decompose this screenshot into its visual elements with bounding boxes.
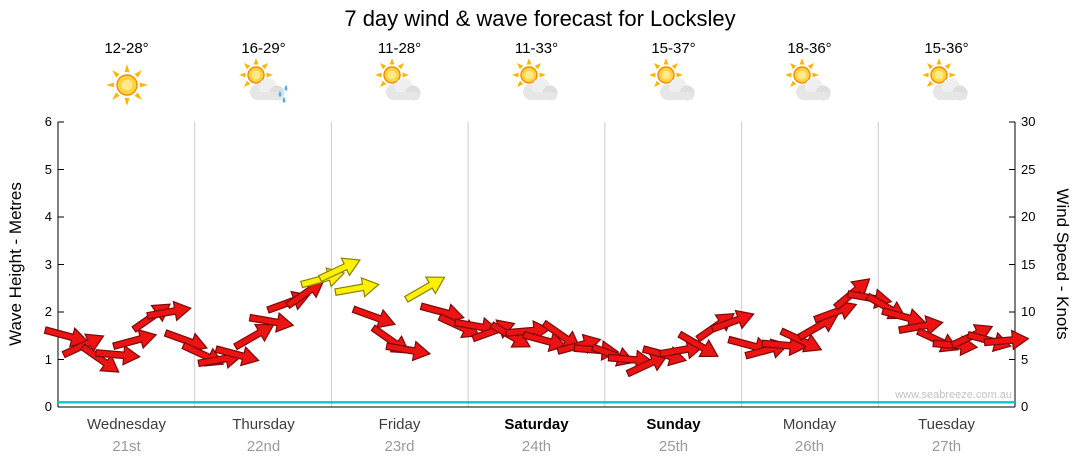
day-column-header: 11-33° bbox=[468, 40, 605, 111]
sun-cloud-icon bbox=[511, 59, 557, 101]
right-axis-tick: 15 bbox=[1021, 257, 1036, 272]
day-column-header: 18-36° bbox=[741, 40, 878, 111]
cloud-icon bbox=[249, 78, 284, 101]
day-temp: 15-36° bbox=[924, 40, 969, 57]
wind-arrow bbox=[233, 323, 275, 351]
wind-arrow bbox=[94, 344, 141, 366]
wind-arrow bbox=[898, 314, 944, 336]
day-column-footer: Sunday 25th bbox=[605, 416, 742, 455]
day-name: Friday bbox=[378, 416, 421, 433]
day-date: 26th bbox=[794, 438, 825, 455]
left-axis-tick: 4 bbox=[44, 209, 52, 224]
left-axis-tick: 1 bbox=[44, 352, 52, 367]
wind-arrow bbox=[744, 338, 790, 360]
day-column-footer: Friday 23rd bbox=[331, 416, 468, 455]
page-title: 7 day wind & wave forecast for Locksley bbox=[344, 6, 736, 31]
wind-speed-axis-label: Wind Speed - Knots bbox=[1053, 188, 1072, 340]
sun-cloud-icon bbox=[374, 59, 420, 101]
weather-icon-slot bbox=[741, 59, 878, 111]
day-temp: 15-37° bbox=[651, 40, 696, 57]
day-name: Tuesday bbox=[918, 416, 975, 433]
day-date: 24th bbox=[521, 438, 552, 455]
left-axis-tick: 3 bbox=[44, 257, 52, 272]
wind-arrow bbox=[334, 276, 380, 298]
day-column-header: 15-37° bbox=[605, 40, 742, 111]
cloud-icon bbox=[659, 78, 694, 101]
right-axis-tick: 20 bbox=[1021, 209, 1036, 224]
weather-icon-slot bbox=[605, 59, 742, 111]
sun-cloud-icon bbox=[648, 59, 694, 101]
day-date: 22nd bbox=[246, 438, 281, 455]
wind-arrow bbox=[677, 330, 719, 358]
cloud-icon bbox=[795, 78, 830, 101]
day-name: Wednesday bbox=[87, 416, 166, 433]
day-column-footer: Saturday 24th bbox=[468, 416, 605, 455]
weather-icon-slot bbox=[468, 59, 605, 111]
watermark: www.seabreeze.com.au bbox=[895, 389, 1012, 401]
day-date: 23rd bbox=[384, 438, 415, 455]
day-column-footer: Monday 26th bbox=[741, 416, 878, 455]
day-column-footer: Wednesday 21st bbox=[58, 416, 195, 455]
wind-arrow bbox=[351, 305, 396, 329]
day-column-footer: Tuesday 27th bbox=[878, 416, 1015, 455]
day-column-header: 15-36° bbox=[878, 40, 1015, 111]
day-name: Saturday bbox=[504, 416, 569, 433]
day-date: 25th bbox=[658, 438, 689, 455]
day-date: 27th bbox=[931, 438, 962, 455]
weather-icon-slot bbox=[331, 59, 468, 111]
day-name: Monday bbox=[782, 416, 837, 433]
sun-icon bbox=[105, 64, 148, 106]
left-axis-tick: 2 bbox=[44, 304, 52, 319]
day-temp: 16-29° bbox=[241, 40, 286, 57]
day-temp: 18-36° bbox=[787, 40, 832, 57]
day-column-header: 12-28° bbox=[58, 40, 195, 111]
left-axis-tick: 6 bbox=[44, 114, 52, 129]
weather-icon-slot bbox=[878, 59, 1015, 111]
day-temp: 11-33° bbox=[514, 40, 559, 57]
day-column-header: 11-28° bbox=[331, 40, 468, 111]
wind-arrow bbox=[403, 276, 446, 303]
wind-arrow bbox=[983, 329, 1030, 351]
wind-arrow bbox=[370, 324, 411, 354]
wind-arrow bbox=[146, 300, 192, 322]
day-date: 21st bbox=[112, 438, 141, 455]
weather-icon-slot bbox=[58, 59, 195, 111]
right-axis-tick: 0 bbox=[1021, 399, 1029, 414]
day-column-footer: Thursday 22nd bbox=[195, 416, 332, 455]
rain-drops-icon bbox=[278, 85, 287, 103]
wind-arrow bbox=[80, 343, 120, 373]
weather-icon-slot bbox=[195, 59, 332, 111]
wind-arrow bbox=[710, 309, 755, 333]
right-axis-tick: 5 bbox=[1021, 352, 1029, 367]
cloud-icon bbox=[522, 78, 557, 101]
sun-icon bbox=[921, 59, 956, 92]
wind-arrow bbox=[865, 292, 907, 320]
wind-arrow bbox=[625, 352, 669, 378]
wind-arrow bbox=[214, 345, 260, 367]
wind-arrow bbox=[385, 340, 432, 362]
left-axis-tick: 5 bbox=[44, 162, 52, 177]
cloud-icon bbox=[385, 78, 420, 101]
wind-arrow bbox=[248, 312, 295, 333]
wind-arrow bbox=[317, 257, 362, 283]
right-axis-tick: 30 bbox=[1021, 114, 1036, 129]
day-name: Sunday bbox=[646, 416, 701, 433]
right-axis-tick: 10 bbox=[1021, 304, 1036, 319]
day-temp: 11-28° bbox=[377, 40, 422, 57]
day-column-header: 16-29° bbox=[195, 40, 332, 111]
wind-arrow bbox=[112, 328, 158, 351]
sun-cloud-icon bbox=[921, 59, 967, 101]
day-temp: 12-28° bbox=[104, 40, 149, 57]
right-axis-tick: 25 bbox=[1021, 162, 1036, 177]
cloud-icon bbox=[932, 78, 967, 101]
day-name: Thursday bbox=[232, 416, 295, 433]
sun-cloud-icon bbox=[784, 59, 830, 101]
sun-icon bbox=[105, 64, 148, 106]
sun-cloud-rain-icon bbox=[238, 59, 287, 103]
left-axis-tick: 0 bbox=[44, 399, 52, 414]
wave-height-axis-label: Wave Height - Metres bbox=[6, 182, 25, 346]
